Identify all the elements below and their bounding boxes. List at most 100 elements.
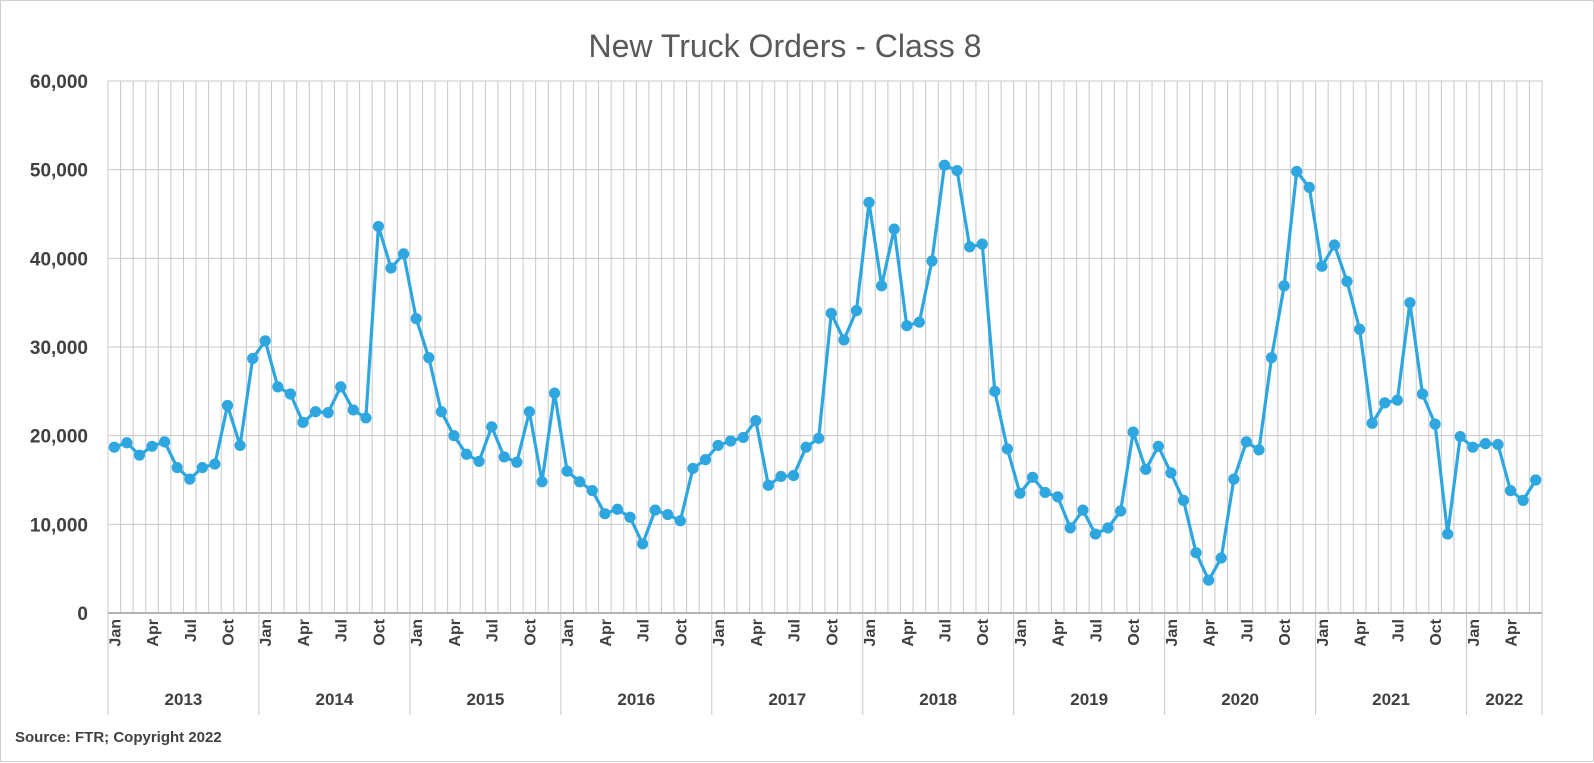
x-month-label: Jul <box>183 619 200 642</box>
data-point <box>1341 275 1353 287</box>
data-point <box>1416 388 1429 400</box>
x-year-label: 2016 <box>617 690 655 709</box>
x-month-label: Jan <box>1466 619 1483 647</box>
data-point <box>1354 323 1366 335</box>
data-point <box>1152 440 1164 452</box>
data-point <box>1265 352 1278 364</box>
data-point <box>1127 426 1139 438</box>
data-point <box>385 262 397 274</box>
data-point <box>1479 438 1491 450</box>
x-month-label: Apr <box>447 619 464 647</box>
data-point <box>1026 471 1039 483</box>
data-point <box>1429 418 1441 430</box>
y-tick-label: 10,000 <box>30 515 88 536</box>
data-point <box>876 280 888 292</box>
data-point <box>184 473 196 485</box>
data-point <box>1102 522 1114 534</box>
x-month-label: Jul <box>636 619 653 642</box>
data-point <box>511 456 523 468</box>
data-point <box>649 504 661 516</box>
data-point <box>372 220 385 233</box>
data-point <box>171 461 183 474</box>
y-tick-label: 20,000 <box>30 427 88 448</box>
data-point <box>712 439 724 452</box>
data-point <box>825 307 837 319</box>
x-year-label: 2015 <box>466 690 504 709</box>
x-year-label: 2019 <box>1070 690 1108 709</box>
x-month-label: Jul <box>485 619 502 642</box>
x-month-label: Apr <box>1504 619 1521 647</box>
x-month-label: Jan <box>409 619 426 647</box>
data-point <box>1404 297 1416 309</box>
x-month-label: Jul <box>1088 619 1105 642</box>
data-point <box>1517 494 1529 506</box>
y-axis: 0 10,000 20,000 30,000 40,000 50,000 60,000 <box>30 72 88 625</box>
data-point <box>523 406 535 418</box>
x-month-label: Apr <box>145 619 162 647</box>
data-point <box>863 196 875 209</box>
source-note: Source: FTR; Copyright 2022 <box>15 729 222 746</box>
data-point <box>787 469 800 482</box>
data-point <box>687 462 699 475</box>
data-point <box>1064 522 1076 534</box>
data-point <box>108 441 120 453</box>
data-point <box>964 241 976 253</box>
data-point <box>1165 467 1177 479</box>
y-tick-label: 0 <box>77 604 88 625</box>
data-point <box>989 385 1001 397</box>
data-point <box>611 503 624 515</box>
data-point <box>121 437 133 449</box>
data-point <box>146 440 158 452</box>
x-month-label: Jul <box>1239 619 1256 642</box>
data-point <box>662 508 674 521</box>
x-year-label: 2014 <box>316 690 354 709</box>
x-year-label: 2022 <box>1485 690 1523 709</box>
data-point <box>1052 491 1064 503</box>
data-point <box>599 508 611 520</box>
data-point <box>775 470 787 483</box>
x-month-label: Oct <box>975 618 992 645</box>
data-point <box>1140 463 1152 475</box>
x-month-label: Oct <box>824 618 841 645</box>
data-point <box>159 436 171 448</box>
x-month-label: Jul <box>787 619 804 642</box>
x-month-label: Apr <box>296 619 313 647</box>
data-point <box>1039 486 1051 499</box>
data-point <box>1442 528 1454 540</box>
data-point <box>1467 441 1479 453</box>
data-point <box>750 414 762 427</box>
data-point <box>347 404 359 416</box>
x-month-label: Apr <box>1353 619 1370 647</box>
data-point <box>1190 547 1202 559</box>
x-month-label: Jan <box>1013 619 1030 647</box>
x-month-label: Apr <box>1051 619 1068 647</box>
data-point <box>460 448 473 460</box>
data-point <box>1240 436 1252 448</box>
data-point <box>913 316 925 328</box>
x-month-label: Jan <box>1315 619 1332 647</box>
x-month-label: Jul <box>334 619 351 642</box>
data-point <box>901 320 913 332</box>
x-month-label: Jan <box>711 619 728 647</box>
data-point <box>1278 280 1290 292</box>
data-point <box>1228 473 1240 485</box>
y-tick-label: 40,000 <box>30 249 88 270</box>
x-month-label: Apr <box>598 619 615 647</box>
data-point <box>536 476 548 488</box>
data-point <box>221 399 234 412</box>
x-month-label: Oct <box>371 618 388 645</box>
data-point <box>1328 239 1341 251</box>
data-point <box>498 451 510 463</box>
data-point <box>1001 443 1013 455</box>
x-month-label: Oct <box>522 618 539 645</box>
data-point <box>448 430 460 442</box>
data-point <box>838 334 850 346</box>
data-point <box>762 479 774 491</box>
data-point <box>1316 260 1328 272</box>
data-point <box>1366 417 1378 429</box>
x-month-label: Jan <box>107 619 124 647</box>
x-month-label: Oct <box>1277 618 1294 645</box>
data-point <box>938 159 951 171</box>
data-point <box>548 387 561 399</box>
